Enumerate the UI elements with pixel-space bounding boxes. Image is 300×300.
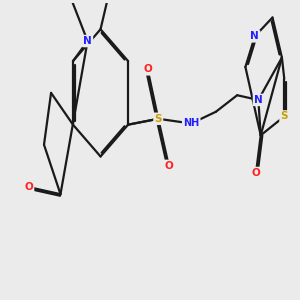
Text: N: N — [250, 31, 259, 41]
Text: N: N — [254, 95, 263, 105]
Text: S: S — [154, 114, 162, 124]
Text: O: O — [143, 64, 152, 74]
Text: NH: NH — [183, 118, 199, 128]
Text: O: O — [164, 161, 173, 171]
Text: O: O — [24, 182, 33, 192]
Text: O: O — [252, 168, 260, 178]
Text: S: S — [280, 111, 288, 122]
Text: N: N — [83, 36, 92, 46]
